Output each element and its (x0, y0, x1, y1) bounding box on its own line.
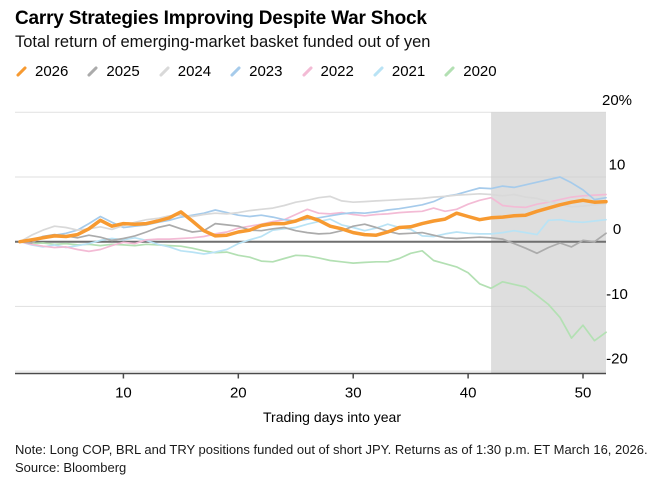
legend-item-2022: 2022 (301, 63, 354, 80)
legend-label: 2025 (106, 63, 140, 80)
chart-subtitle: Total return of emerging-market basket f… (15, 33, 431, 51)
x-axis-tick-label: 40 (460, 385, 477, 402)
legend-label: 2024 (177, 63, 212, 80)
series-line-2026 (18, 198, 608, 244)
x-axis-tick-label: 20 (230, 385, 247, 402)
footnote: Note: Long COP, BRL and TRY positions fu… (15, 441, 650, 477)
x-axis-tick-label: 50 (575, 385, 592, 402)
legend: 2026 2025 2024 2023 2022 2021 2020 (15, 63, 497, 80)
legend-label: 2022 (320, 63, 354, 80)
x-axis-tick-label: 30 (345, 385, 362, 402)
x-axis-title: Trading days into year (263, 409, 401, 425)
legend-item-2024: 2024 (158, 63, 211, 80)
chart-title: Carry Strategies Improving Despite War S… (15, 8, 427, 29)
series-line-2022 (19, 193, 607, 253)
series-line-2024 (19, 192, 607, 243)
y-axis-tick-label: 0 (613, 221, 621, 238)
series-line-2025 (19, 222, 607, 255)
legend-item-2025: 2025 (86, 63, 140, 80)
legend-label: 2023 (249, 63, 283, 80)
legend-item-2021: 2021 (372, 63, 425, 80)
legend-item-2023: 2023 (229, 63, 283, 80)
y-axis-tick-label: 20% (602, 92, 632, 109)
source-text: Source: Bloomberg (15, 459, 127, 475)
note-text: Note: Long COP, BRL and TRY positions fu… (15, 442, 648, 457)
x-axis-tick-label: 10 (115, 385, 132, 402)
legend-label: 2026 (35, 63, 69, 80)
legend-item-2026: 2026 (15, 63, 68, 80)
legend-item-2020: 2020 (443, 63, 497, 80)
legend-label: 2020 (463, 63, 497, 80)
y-axis-tick-label: -20 (606, 351, 628, 368)
y-axis-tick-label: -10 (606, 286, 628, 303)
y-axis-tick-label: 10 (609, 157, 626, 174)
legend-label: 2021 (391, 63, 426, 80)
